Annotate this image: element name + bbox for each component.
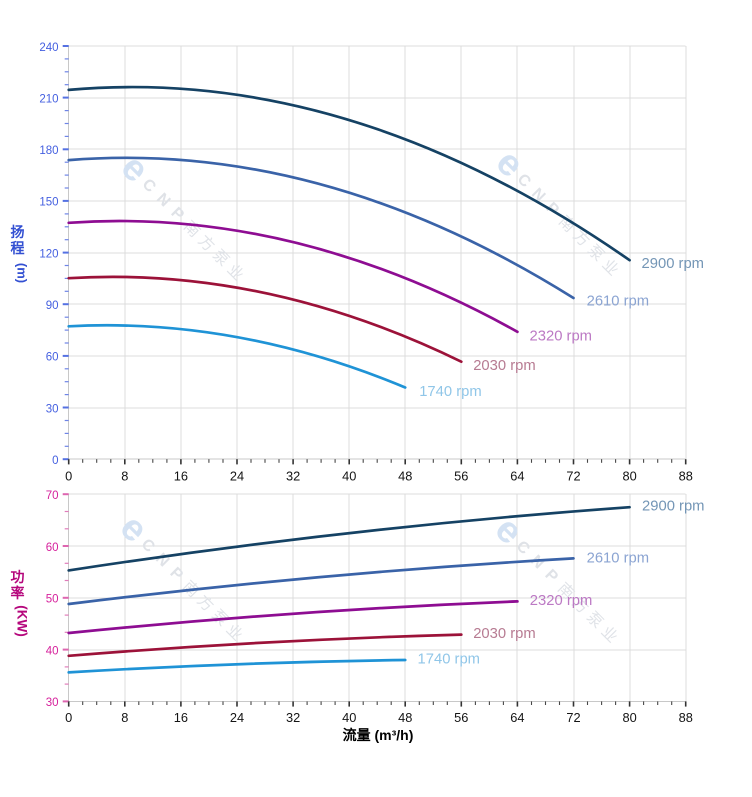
svg-text:120: 120: [39, 248, 58, 260]
svg-text:2320 rpm: 2320 rpm: [530, 593, 593, 609]
svg-text:60: 60: [46, 352, 59, 364]
svg-text:24: 24: [230, 710, 244, 725]
svg-text:64: 64: [510, 710, 524, 725]
svg-text:72: 72: [566, 469, 580, 484]
svg-text:70: 70: [46, 490, 59, 502]
svg-text:0: 0: [65, 469, 72, 484]
svg-text:30: 30: [46, 697, 59, 709]
svg-text:90: 90: [46, 300, 59, 312]
svg-text:30: 30: [46, 403, 59, 415]
svg-text:40: 40: [342, 710, 356, 725]
svg-text:32: 32: [286, 710, 300, 725]
svg-text:88: 88: [679, 710, 693, 725]
svg-text:50: 50: [46, 594, 59, 606]
svg-text:8: 8: [121, 710, 128, 725]
svg-text:2320 rpm: 2320 rpm: [530, 329, 593, 345]
svg-text:210: 210: [39, 93, 58, 105]
svg-text:60: 60: [46, 542, 59, 554]
svg-text:16: 16: [174, 469, 188, 484]
svg-text:2030 rpm: 2030 rpm: [473, 626, 536, 642]
svg-text:180: 180: [39, 145, 58, 157]
svg-text:80: 80: [622, 710, 636, 725]
svg-text:40: 40: [46, 645, 59, 657]
svg-text:80: 80: [622, 469, 636, 484]
svg-text:56: 56: [454, 469, 468, 484]
svg-text:48: 48: [398, 710, 412, 725]
svg-text:1740 rpm: 1740 rpm: [418, 651, 481, 667]
svg-text:2900 rpm: 2900 rpm: [642, 256, 705, 272]
svg-text:72: 72: [566, 710, 580, 725]
svg-text:(m): (m): [15, 263, 30, 283]
svg-text:流量 (m³/h): 流量 (m³/h): [343, 727, 414, 743]
svg-text:1740 rpm: 1740 rpm: [419, 384, 482, 400]
svg-text:64: 64: [510, 469, 524, 484]
svg-text:功: 功: [11, 569, 25, 585]
svg-text:40: 40: [342, 469, 356, 484]
svg-text:56: 56: [454, 710, 468, 725]
svg-text:48: 48: [398, 469, 412, 484]
svg-text:2610 rpm: 2610 rpm: [587, 550, 650, 566]
svg-text:2610 rpm: 2610 rpm: [587, 293, 650, 309]
svg-text:(KW): (KW): [15, 605, 30, 636]
svg-text:88: 88: [679, 469, 693, 484]
svg-text:150: 150: [39, 197, 58, 209]
svg-text:16: 16: [174, 710, 188, 725]
svg-text:8: 8: [121, 469, 128, 484]
svg-text:32: 32: [286, 469, 300, 484]
svg-text:240: 240: [39, 42, 58, 54]
svg-text:率: 率: [11, 585, 25, 601]
svg-text:0: 0: [52, 455, 58, 467]
svg-text:2900 rpm: 2900 rpm: [642, 499, 705, 515]
svg-text:扬: 扬: [11, 224, 25, 240]
svg-text:2030 rpm: 2030 rpm: [473, 358, 536, 374]
svg-text:24: 24: [230, 469, 244, 484]
svg-text:程: 程: [11, 240, 25, 256]
svg-text:0: 0: [65, 710, 72, 725]
